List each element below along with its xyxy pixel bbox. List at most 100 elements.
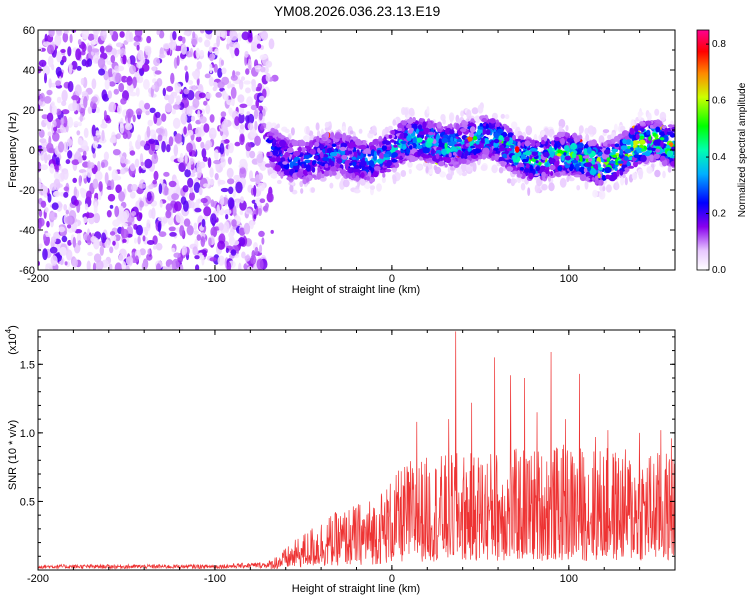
noise-blob	[235, 181, 243, 194]
noise-blob	[231, 239, 240, 246]
track-blob	[339, 169, 347, 175]
track-blob	[418, 118, 425, 122]
noise-blob	[196, 234, 201, 241]
noise-blob	[152, 179, 157, 185]
noise-blob	[257, 182, 266, 192]
noise-blob	[63, 30, 69, 34]
halo-blob	[615, 181, 619, 191]
halo-blob	[461, 171, 467, 177]
noise-blob	[151, 84, 156, 90]
track-blob	[535, 160, 539, 164]
noise-blob	[192, 85, 196, 92]
track-blob	[444, 163, 448, 168]
noise-blob	[257, 83, 263, 91]
halo-blob	[291, 189, 298, 195]
noise-blob	[104, 172, 109, 185]
noise-blob	[38, 46, 42, 52]
track-blob	[384, 162, 388, 167]
halo-blob	[662, 170, 666, 179]
noise-blob	[254, 246, 259, 256]
noise-blob	[72, 258, 78, 268]
noise-blob	[137, 49, 144, 61]
noise-blob	[245, 142, 252, 152]
noise-blob	[151, 153, 159, 164]
track-blob	[585, 171, 591, 178]
noise-blob	[129, 150, 136, 156]
track-blob	[274, 164, 282, 172]
noise-blob	[227, 178, 235, 185]
track-blob	[633, 154, 640, 159]
noise-blob	[40, 164, 48, 171]
noise-blob	[154, 70, 162, 75]
noise-blob	[209, 257, 217, 262]
halo-blob	[585, 133, 590, 142]
noise-blob	[195, 264, 200, 270]
noise-blob	[210, 129, 217, 135]
track-blob	[514, 138, 522, 142]
track-blob	[406, 123, 412, 129]
track-blob	[336, 158, 343, 164]
track-blob	[416, 137, 423, 143]
noise-blob	[157, 134, 163, 142]
track-blob	[303, 154, 311, 159]
noise-blob	[91, 124, 96, 137]
noise-blob	[39, 138, 47, 144]
track-blob	[422, 155, 431, 159]
track-blob	[327, 147, 333, 154]
track-blob	[391, 152, 398, 158]
noise-blob	[140, 140, 146, 147]
noise-blob	[110, 179, 115, 191]
halo-blob	[376, 183, 382, 192]
track-blob	[317, 161, 321, 165]
track-blob	[472, 135, 478, 141]
noise-blob	[186, 105, 193, 117]
track-blob	[649, 154, 654, 162]
halo-blob	[310, 187, 315, 193]
noise-blob	[77, 156, 83, 164]
track-blob	[524, 140, 531, 147]
halo-blob	[646, 112, 652, 122]
noise-blob	[153, 81, 160, 93]
track-blob	[399, 155, 403, 161]
track-blob	[449, 129, 455, 135]
track-blob	[372, 171, 379, 178]
track-blob	[506, 166, 514, 172]
noise-blob	[171, 42, 177, 51]
halo-blob	[536, 177, 543, 187]
noise-blob	[130, 163, 136, 172]
track-blob	[663, 135, 669, 143]
halo-blob	[289, 184, 294, 193]
noise-blob	[119, 117, 124, 129]
halo-blob	[598, 190, 606, 200]
track-blob	[297, 159, 301, 166]
noise-blob	[193, 222, 198, 231]
noise-blob	[208, 46, 213, 53]
noise-blob	[46, 89, 53, 96]
track-blob	[349, 162, 353, 166]
x-tick-label: -100	[204, 573, 226, 585]
noise-blob	[40, 200, 47, 208]
noise-blob	[42, 248, 48, 261]
track-blob	[495, 122, 500, 128]
noise-blob	[164, 185, 169, 196]
noise-blob	[200, 141, 205, 149]
track-blob	[660, 140, 664, 148]
noise-blob	[95, 170, 103, 181]
noise-blob	[101, 89, 108, 101]
track-blob	[493, 131, 501, 139]
noise-blob	[232, 205, 237, 217]
halo-blob	[602, 129, 610, 134]
track-blob	[592, 157, 596, 161]
noise-blob	[83, 96, 88, 109]
noise-blob	[136, 212, 143, 222]
noise-blob	[67, 150, 73, 159]
noise-blob	[153, 57, 161, 67]
track-blob	[585, 162, 593, 168]
track-blob	[604, 174, 611, 179]
noise-blob	[50, 236, 57, 244]
track-blob	[366, 176, 370, 181]
track-blob	[598, 167, 603, 171]
noise-blob	[86, 166, 93, 178]
track-blob	[379, 169, 386, 174]
noise-blob	[258, 244, 263, 254]
